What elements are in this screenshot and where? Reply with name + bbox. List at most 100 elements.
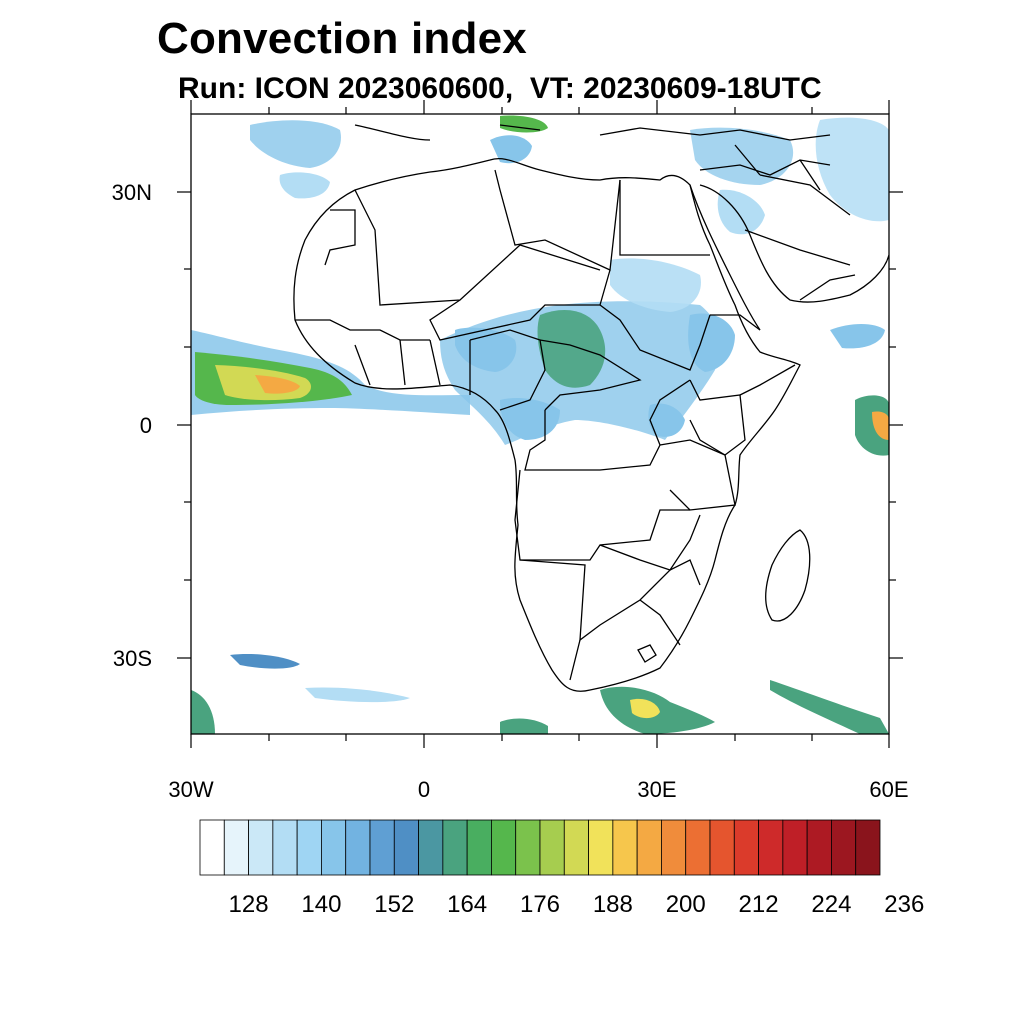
convection-north-atlantic-2 bbox=[279, 172, 330, 199]
convection-arabia bbox=[717, 189, 765, 235]
convection-arabian-sea bbox=[830, 324, 885, 349]
convection-atlantic-itcz-core bbox=[255, 375, 300, 394]
colorbar-swatch bbox=[806, 819, 832, 876]
colorbar-swatch bbox=[466, 819, 492, 876]
convection-south-west-corner bbox=[191, 690, 215, 734]
colorbar-swatch bbox=[199, 819, 225, 876]
colorbar bbox=[199, 819, 881, 876]
colorbar-swatch bbox=[612, 819, 638, 876]
colorbar-swatch bbox=[418, 819, 444, 876]
red-sea-west bbox=[689, 184, 761, 331]
border-congo bbox=[524, 379, 691, 471]
convection-sudan bbox=[610, 258, 701, 312]
colorbar-swatch bbox=[831, 819, 857, 876]
colorbar-swatch bbox=[393, 819, 419, 876]
colorbar-tick-label: 128 bbox=[229, 891, 269, 918]
colorbar-tick-label: 224 bbox=[811, 891, 851, 918]
border-zimbabwe-moz bbox=[599, 514, 701, 571]
chart-subtitle: Run: ICON 2023060600, VT: 20230609-18UTC bbox=[178, 72, 822, 105]
map-frame bbox=[190, 113, 890, 735]
lat-label-0: 0 bbox=[140, 413, 152, 438]
colorbar-swatch bbox=[758, 819, 784, 876]
colorbar-tick-label: 236 bbox=[884, 891, 924, 918]
border-namibia-botswana bbox=[519, 559, 701, 642]
colorbar-swatch bbox=[248, 819, 274, 876]
lat-label-30n: 30N bbox=[112, 180, 152, 205]
colorbar-swatch bbox=[491, 819, 517, 876]
colorbar-tick-label: 140 bbox=[301, 891, 341, 918]
colorbar-swatch bbox=[782, 819, 808, 876]
convection-south-indian bbox=[770, 680, 889, 734]
colorbar-swatch bbox=[563, 819, 589, 876]
border-libya bbox=[494, 169, 621, 271]
colorbar-labels: 128 140 152 164 176 188 200 212 224 236 bbox=[229, 891, 925, 918]
border-tanzania bbox=[659, 439, 736, 511]
colorbar-swatch bbox=[515, 819, 541, 876]
border-south-africa bbox=[569, 599, 681, 681]
convection-south-central bbox=[500, 718, 548, 734]
axis-labels: 30N 0 30S 30W 0 30E 60E bbox=[112, 180, 909, 802]
colorbar-swatch bbox=[685, 819, 711, 876]
border-west-coast bbox=[354, 339, 471, 395]
convection-south-africa-low-core bbox=[630, 698, 660, 719]
country-borders bbox=[293, 124, 889, 692]
border-sahel-west bbox=[295, 319, 430, 341]
border-angola-zambia bbox=[514, 469, 690, 561]
convection-middle-east bbox=[690, 127, 794, 185]
convection-south-atlantic-1 bbox=[230, 654, 300, 669]
border-east-africa bbox=[689, 379, 746, 456]
convection-south-atlantic-2 bbox=[305, 687, 410, 703]
convection-europe-top bbox=[500, 115, 548, 133]
lon-label-60e: 60E bbox=[869, 777, 908, 802]
mediterranean-north bbox=[354, 124, 831, 141]
border-nigeria-cameroon bbox=[469, 329, 546, 411]
colorbar-swatch bbox=[442, 819, 468, 876]
arabia-coast bbox=[699, 184, 889, 303]
convection-field bbox=[191, 115, 889, 734]
colorbar-swatch bbox=[369, 819, 395, 876]
arabia-borders bbox=[744, 174, 856, 301]
colorbar-tick-label: 176 bbox=[520, 891, 560, 918]
colorbar-swatch bbox=[855, 819, 881, 876]
convection-indian-ocean-core bbox=[872, 411, 889, 440]
colorbar-swatch bbox=[733, 819, 759, 876]
convection-indian-ocean bbox=[855, 395, 889, 456]
colorbar-tick-label: 212 bbox=[739, 891, 779, 918]
colorbar-swatch bbox=[661, 819, 687, 876]
convection-great-lakes bbox=[648, 403, 685, 437]
border-mali-algeria bbox=[354, 189, 601, 306]
colorbar-swatch bbox=[636, 819, 662, 876]
convection-central-green bbox=[537, 310, 606, 388]
convection-ethiopia bbox=[688, 313, 735, 372]
colorbar-tick-label: 200 bbox=[666, 891, 706, 918]
madagascar bbox=[764, 529, 811, 622]
colorbar-swatch bbox=[272, 819, 298, 876]
lat-label-30s: 30S bbox=[113, 646, 152, 671]
border-egypt-sudan bbox=[619, 180, 710, 256]
convection-north-atlantic bbox=[250, 120, 341, 168]
colorbar-tick-label: 188 bbox=[593, 891, 633, 918]
colorbar-swatch bbox=[588, 819, 614, 876]
lon-label-30e: 30E bbox=[637, 777, 676, 802]
colorbar-swatch bbox=[709, 819, 735, 876]
convection-iran bbox=[815, 117, 889, 222]
colorbar-swatch bbox=[296, 819, 322, 876]
colorbar-swatch bbox=[345, 819, 371, 876]
chart-title: Convection index bbox=[157, 14, 527, 63]
colorbar-tick-label: 164 bbox=[447, 891, 487, 918]
colorbar-tick-label: 152 bbox=[374, 891, 414, 918]
middle-east-borders bbox=[699, 144, 831, 191]
axis-ticks bbox=[177, 100, 903, 748]
lon-label-0: 0 bbox=[418, 777, 430, 802]
border-sudan-south bbox=[599, 304, 711, 371]
africa-coastline bbox=[293, 158, 801, 692]
colorbar-swatch bbox=[223, 819, 249, 876]
border-somalia bbox=[710, 314, 796, 396]
border-west-sahara bbox=[324, 209, 356, 266]
colorbar-swatch bbox=[321, 819, 347, 876]
colorbar-swatch bbox=[539, 819, 565, 876]
lesotho bbox=[637, 644, 657, 663]
lon-label-30w: 30W bbox=[168, 777, 213, 802]
convection-med-east bbox=[490, 135, 532, 164]
